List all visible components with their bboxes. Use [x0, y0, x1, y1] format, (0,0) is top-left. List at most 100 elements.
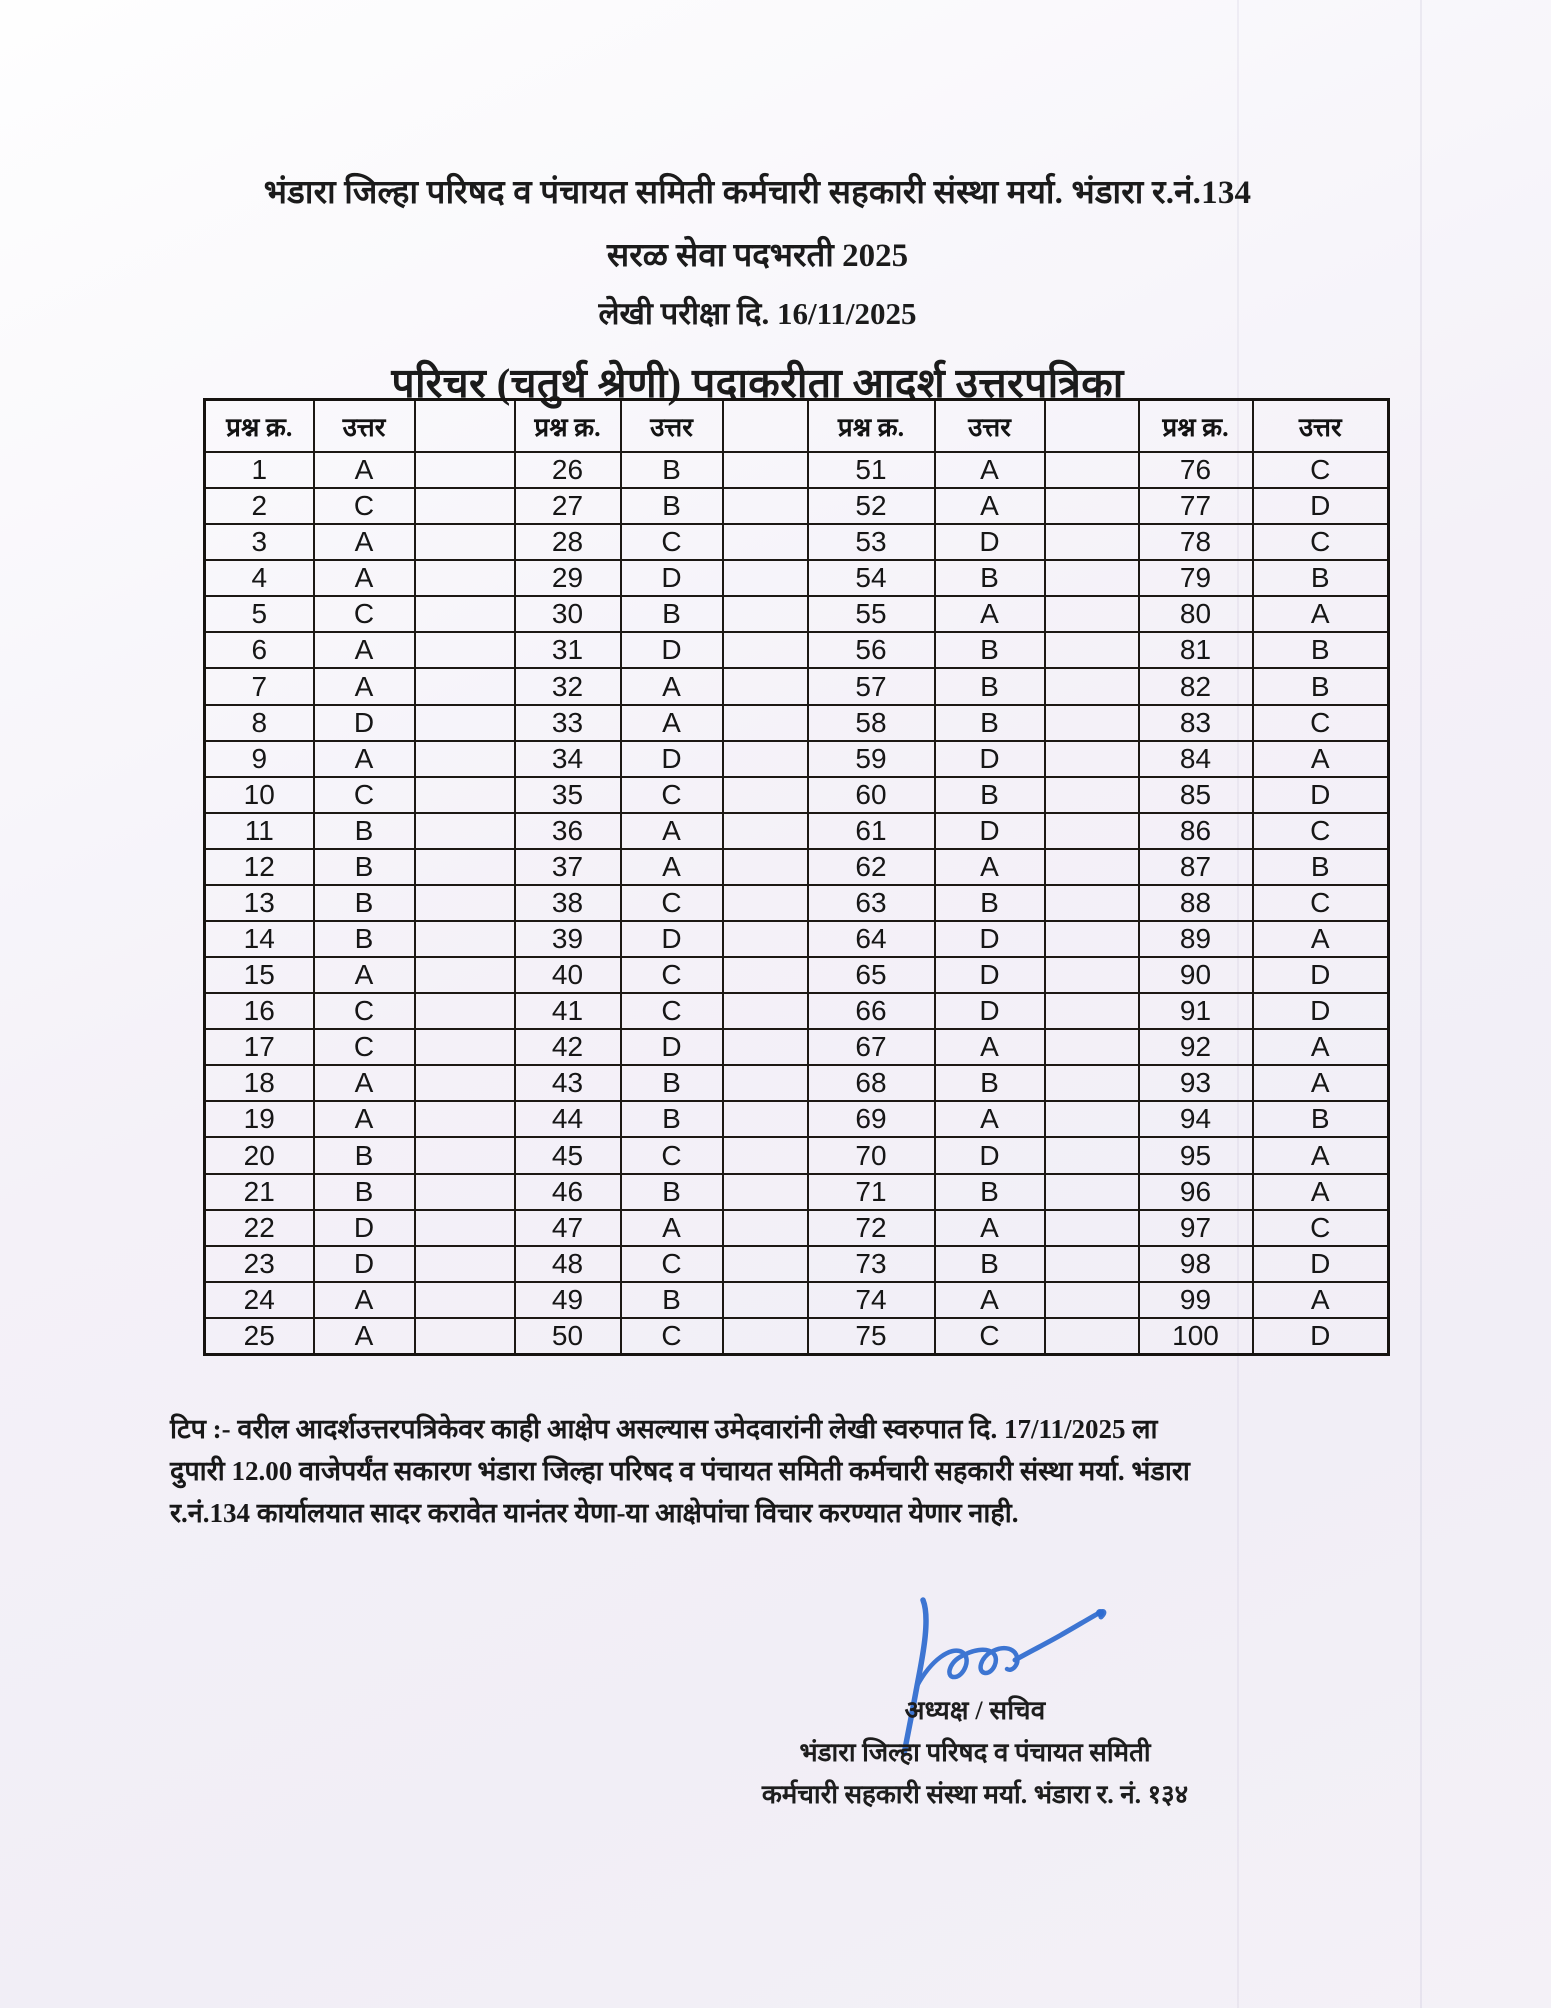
spacer-cell	[1043, 811, 1140, 850]
answer-cell: A	[933, 1100, 1046, 1139]
question-number-cell: 23	[203, 1244, 315, 1283]
signatory-block: अध्यक्ष / सचिव भंडारा जिल्हा परिषद व पंच…	[560, 1690, 1390, 1816]
answer-cell: C	[1251, 450, 1390, 490]
question-number-cell: 71	[806, 1172, 936, 1211]
answer-cell: C	[619, 1244, 724, 1283]
question-number-cell: 74	[806, 1280, 936, 1319]
answer-cell: D	[1251, 992, 1390, 1031]
question-number-cell: 41	[513, 992, 622, 1031]
answer-cell: D	[1251, 1316, 1390, 1356]
answer-cell: C	[1251, 703, 1390, 742]
spacer-cell	[1043, 1136, 1140, 1175]
answer-cell: B	[619, 1100, 724, 1139]
answer-cell: A	[1251, 1136, 1390, 1175]
question-number-cell: 60	[806, 775, 936, 814]
question-number-cell: 82	[1137, 667, 1254, 706]
question-number-cell: 44	[513, 1100, 622, 1139]
question-number-cell: 92	[1137, 1028, 1254, 1067]
spacer-cell	[1043, 920, 1140, 959]
question-number-cell: 52	[806, 487, 936, 526]
organization-title: भंडारा जिल्हा परिषद व पंचायत समिती कर्मच…	[263, 175, 1252, 211]
question-number-cell: 83	[1137, 703, 1254, 742]
question-number-cell: 27	[513, 487, 622, 526]
question-number-cell: 65	[806, 956, 936, 995]
question-number-cell: 90	[1137, 956, 1254, 995]
answer-cell: A	[619, 1208, 724, 1247]
spacer-cell	[721, 811, 809, 850]
answer-cell: C	[312, 487, 416, 526]
answer-cell: D	[933, 523, 1046, 562]
question-number-cell: 24	[203, 1280, 315, 1319]
answer-cell: D	[933, 811, 1046, 850]
question-number-cell: 18	[203, 1064, 315, 1103]
spacer-cell	[1043, 1280, 1140, 1319]
answer-col-header: उत्तर	[619, 398, 724, 453]
answer-table-row: 3 A 28 C 53 D 78 C	[203, 523, 1390, 562]
answer-table-row: 18 A 43 B 68 B 93 A	[203, 1064, 1390, 1103]
answer-cell: D	[312, 703, 416, 742]
answer-col-header: उत्तर	[933, 398, 1046, 453]
question-number-cell: 96	[1137, 1172, 1254, 1211]
question-number-cell: 55	[806, 595, 936, 634]
answer-table-row: 19 A 44 B 69 A 94 B	[203, 1100, 1390, 1139]
question-number-cell: 95	[1137, 1136, 1254, 1175]
spacer-cell	[413, 956, 516, 995]
answer-cell: C	[1251, 523, 1390, 562]
question-number-cell: 58	[806, 703, 936, 742]
answer-table: प्रश्न क्र. उत्तर प्रश्न क्र. उत्तर प्रश्न क…	[203, 398, 1390, 1356]
answer-cell: C	[619, 956, 724, 995]
answer-cell: C	[312, 992, 416, 1031]
spacer-cell	[413, 883, 516, 923]
objection-note: टिप :- वरील आदर्शउत्तरपत्रिकेवर काही आक्…	[170, 1408, 1430, 1534]
spacer-cell	[721, 631, 809, 670]
answer-cell: A	[933, 1280, 1046, 1319]
question-number-cell: 100	[1137, 1316, 1254, 1356]
answer-table-row: 17 C 42 D 67 A 92 A	[203, 1028, 1390, 1067]
spacer-cell	[1043, 1172, 1140, 1211]
answer-table-row: 8 D 33 A 58 B 83 C	[203, 703, 1390, 742]
answer-cell: D	[1251, 1244, 1390, 1283]
spacer-cell	[413, 487, 516, 526]
note-line: र.नं.134 कार्यालयात सादर करावेत यानंतर य…	[170, 1498, 1019, 1528]
question-number-cell: 34	[513, 739, 622, 778]
answer-cell: B	[933, 1172, 1046, 1211]
question-number-cell: 35	[513, 775, 622, 814]
handwritten-signature-icon	[901, 1597, 1107, 1757]
question-number-cell: 66	[806, 992, 936, 1031]
spacer-cell	[413, 450, 516, 490]
question-number-cell: 94	[1137, 1100, 1254, 1139]
question-number-cell: 47	[513, 1208, 622, 1247]
answer-cell: A	[312, 559, 416, 598]
question-number-cell: 67	[806, 1028, 936, 1067]
signature-area	[893, 1586, 1123, 1766]
answer-cell: D	[312, 1208, 416, 1247]
spacer-cell	[1043, 450, 1140, 490]
answer-cell: B	[1251, 1100, 1390, 1139]
answer-cell: A	[312, 1064, 416, 1103]
spacer-cell	[1043, 775, 1140, 814]
answer-table-row: 5 C 30 B 55 A 80 A	[203, 595, 1390, 634]
answer-cell: C	[1251, 883, 1390, 923]
answer-cell: A	[1251, 1064, 1390, 1103]
question-number-cell: 64	[806, 920, 936, 959]
spacer-cell	[721, 450, 809, 490]
question-number-cell: 30	[513, 595, 622, 634]
spacer-cell	[721, 1280, 809, 1319]
spacer-cell	[721, 1064, 809, 1103]
spacer-cell	[413, 992, 516, 1031]
spacer-cell	[413, 775, 516, 814]
question-number-cell: 50	[513, 1316, 622, 1356]
answer-cell: D	[1251, 487, 1390, 526]
question-number-cell: 39	[513, 920, 622, 959]
question-number-cell: 81	[1137, 631, 1254, 670]
answer-cell: B	[312, 1172, 416, 1211]
spacer-cell	[721, 595, 809, 634]
answer-table-row: 4 A 29 D 54 B 79 B	[203, 559, 1390, 598]
spacer-cell	[413, 847, 516, 886]
question-number-cell: 29	[513, 559, 622, 598]
answer-cell: A	[933, 847, 1046, 886]
answer-cell: B	[933, 703, 1046, 742]
question-number-cell: 8	[203, 703, 315, 742]
answer-cell: A	[312, 631, 416, 670]
